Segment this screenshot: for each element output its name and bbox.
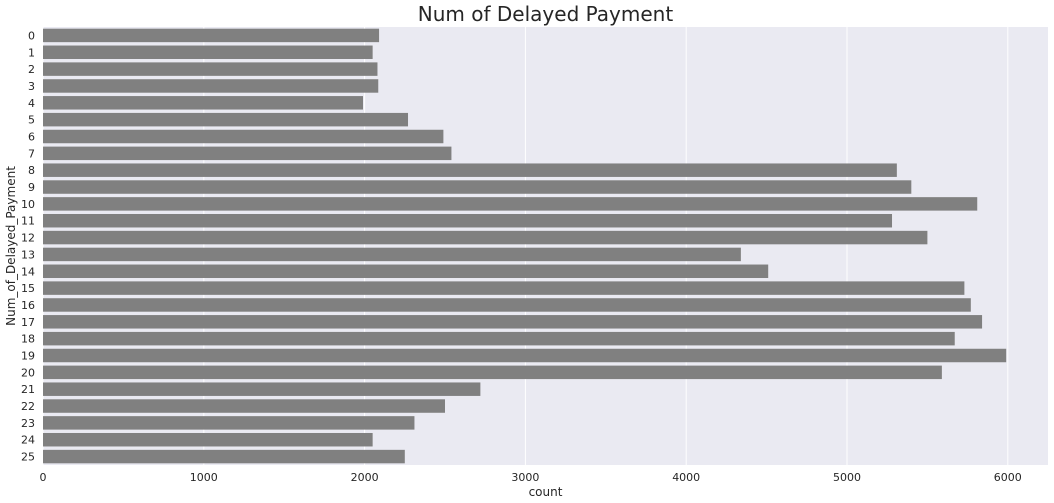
bar-4 <box>43 96 363 110</box>
bar-21 <box>43 382 481 396</box>
bar-6 <box>43 129 444 144</box>
y-tick-label: 11 <box>21 215 35 228</box>
y-tick-label: 14 <box>21 265 35 278</box>
y-tick-label: 20 <box>21 366 35 379</box>
y-tick-label: 8 <box>28 164 35 177</box>
bar-22 <box>43 399 445 413</box>
y-tick-label: 19 <box>21 350 35 363</box>
y-tick-label: 9 <box>28 181 35 194</box>
y-tick-label: 25 <box>21 451 35 464</box>
bar-8 <box>43 163 897 177</box>
bar-25 <box>43 449 405 464</box>
bar-14 <box>43 264 769 279</box>
y-tick-label: 1 <box>28 46 35 59</box>
y-tick-label: 0 <box>28 29 35 42</box>
bar-16 <box>43 298 971 312</box>
chart-title: Num of Delayed Payment <box>418 2 674 26</box>
y-tick-label: 16 <box>21 299 35 312</box>
x-tick-label: 2000 <box>351 471 379 484</box>
y-tick-label: 5 <box>28 114 35 127</box>
x-tick-label: 3000 <box>511 471 539 484</box>
bar-17 <box>43 315 983 329</box>
x-axis-label: count <box>529 485 563 499</box>
y-tick-label: 7 <box>28 147 35 160</box>
bar-3 <box>43 79 379 93</box>
x-tick-label: 5000 <box>833 471 861 484</box>
bar-10 <box>43 197 978 211</box>
y-tick-label: 6 <box>28 131 35 144</box>
y-axis-label: Num_of_Delayed_Payment <box>4 166 18 326</box>
y-tick-label: 10 <box>21 198 35 211</box>
x-tick-label: 1000 <box>190 471 218 484</box>
y-tick-label: 4 <box>28 97 35 110</box>
bar-23 <box>43 416 415 430</box>
y-tick-label: 15 <box>21 282 35 295</box>
y-tick-label: 21 <box>21 383 35 396</box>
x-tick-labels: 0 1000 2000 3000 4000 5000 6000 <box>40 471 1022 484</box>
y-tick-label: 3 <box>28 80 35 93</box>
bar-1 <box>43 45 373 60</box>
bar-7 <box>43 146 452 161</box>
x-tick-label: 4000 <box>672 471 700 484</box>
bar-15 <box>43 281 965 295</box>
bar-11 <box>43 213 893 228</box>
bar-18 <box>43 331 955 346</box>
bar-0 <box>43 28 380 43</box>
y-tick-label: 13 <box>21 248 35 261</box>
bar-2 <box>43 62 378 76</box>
y-tick-label: 22 <box>21 400 35 413</box>
bar-12 <box>43 230 928 245</box>
y-tick-label: 23 <box>21 417 35 430</box>
bar-13 <box>43 247 741 262</box>
bar-24 <box>43 432 373 447</box>
bars <box>43 28 1007 464</box>
x-tick-label: 6000 <box>994 471 1022 484</box>
x-tick-label: 0 <box>40 471 47 484</box>
y-tick-label: 17 <box>21 316 35 329</box>
bar-20 <box>43 365 942 380</box>
y-tick-labels: 0123456789101112131415161718192021222324… <box>21 29 35 463</box>
y-tick-label: 24 <box>21 434 35 447</box>
bar-19 <box>43 348 1007 363</box>
bar-5 <box>43 112 409 127</box>
y-tick-label: 2 <box>28 63 35 76</box>
bar-9 <box>43 180 912 194</box>
y-tick-label: 18 <box>21 333 35 346</box>
y-tick-label: 12 <box>21 232 35 245</box>
